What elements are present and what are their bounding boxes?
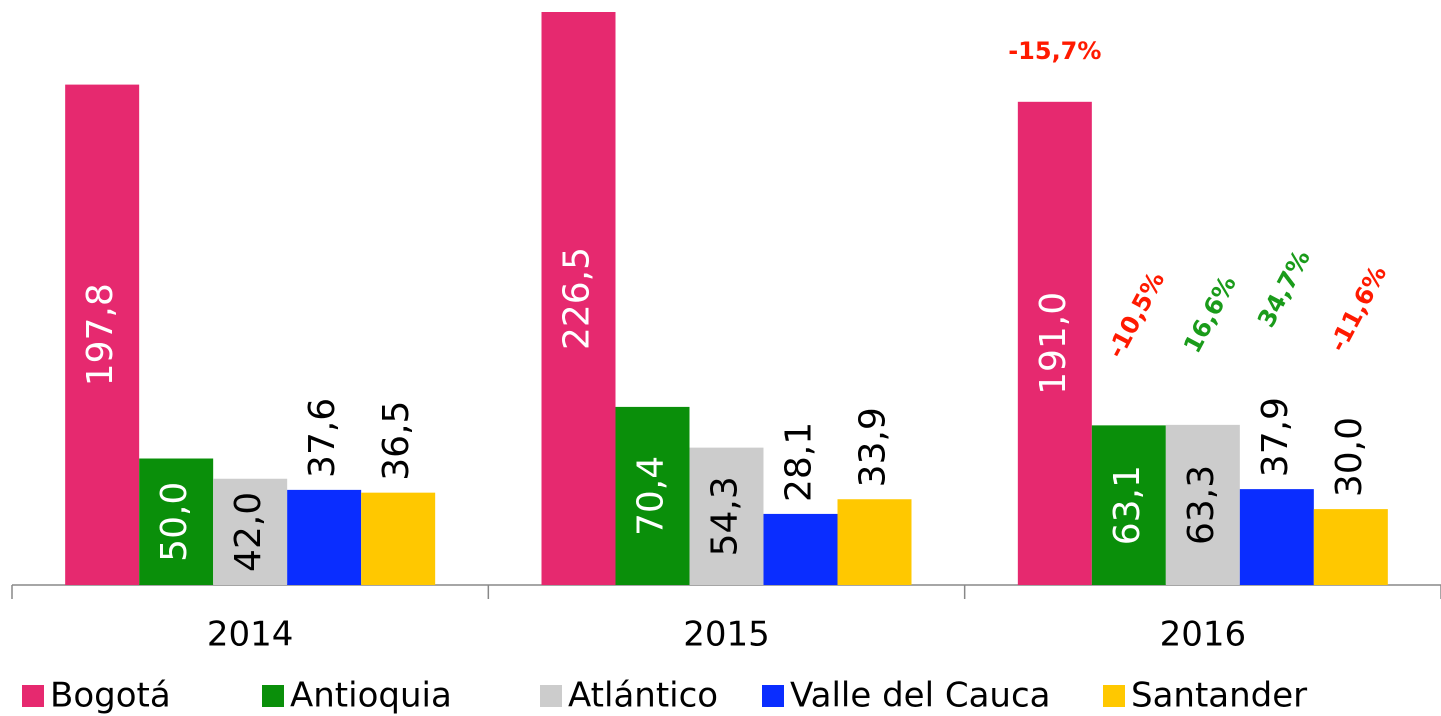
value-label: 37,9 [1255, 397, 1296, 477]
x-tick-label: 2015 [683, 615, 770, 655]
bar [1091, 425, 1166, 585]
legend-label: Atlántico [568, 676, 718, 716]
bar [763, 513, 838, 585]
bar [139, 458, 214, 585]
legend-label: Bogotá [50, 676, 171, 716]
legend-swatch [1103, 685, 1125, 707]
legend-swatch [22, 685, 44, 707]
bar [65, 84, 140, 586]
legend-label: Valle del Cauca [790, 676, 1050, 716]
change-annotation: -11,6% [1324, 261, 1392, 356]
bar [1239, 489, 1314, 585]
value-label: 37,6 [302, 398, 343, 478]
legend-swatch [762, 685, 784, 707]
change-annotation: 34,7% [1252, 245, 1316, 332]
x-tick-label: 2016 [1160, 615, 1247, 655]
value-label: 197,8 [80, 283, 121, 386]
change-annotation: -10,5% [1102, 267, 1170, 362]
value-label: 30,0 [1329, 417, 1370, 497]
value-label: 54,3 [705, 476, 746, 556]
value-label: 36,5 [376, 401, 417, 481]
legend-swatch [262, 685, 284, 707]
value-label: 191,0 [1033, 292, 1074, 395]
value-label: 226,5 [557, 247, 598, 350]
value-label: 42,0 [228, 492, 269, 572]
bar [213, 478, 288, 585]
value-label: 63,1 [1107, 465, 1148, 545]
bar [1313, 509, 1388, 585]
bar [541, 12, 616, 585]
x-tick-label: 2014 [207, 615, 294, 655]
value-label: 33,9 [853, 407, 894, 487]
bar [361, 492, 436, 585]
legend-swatch [540, 685, 562, 707]
value-label: 63,3 [1181, 465, 1222, 545]
value-label: 70,4 [631, 456, 672, 536]
legend-label: Santander [1131, 676, 1307, 716]
value-label: 28,1 [779, 422, 820, 502]
bar [615, 406, 690, 585]
change-annotation: 16,6% [1178, 271, 1242, 358]
legend-label: Antioquia [290, 676, 452, 716]
bar [287, 489, 362, 585]
bar [689, 447, 764, 585]
value-label: 50,0 [154, 482, 195, 562]
bar [1165, 424, 1240, 585]
bar [1017, 101, 1092, 585]
change-annotation: -15,7% [1008, 37, 1101, 65]
bar [837, 499, 912, 585]
